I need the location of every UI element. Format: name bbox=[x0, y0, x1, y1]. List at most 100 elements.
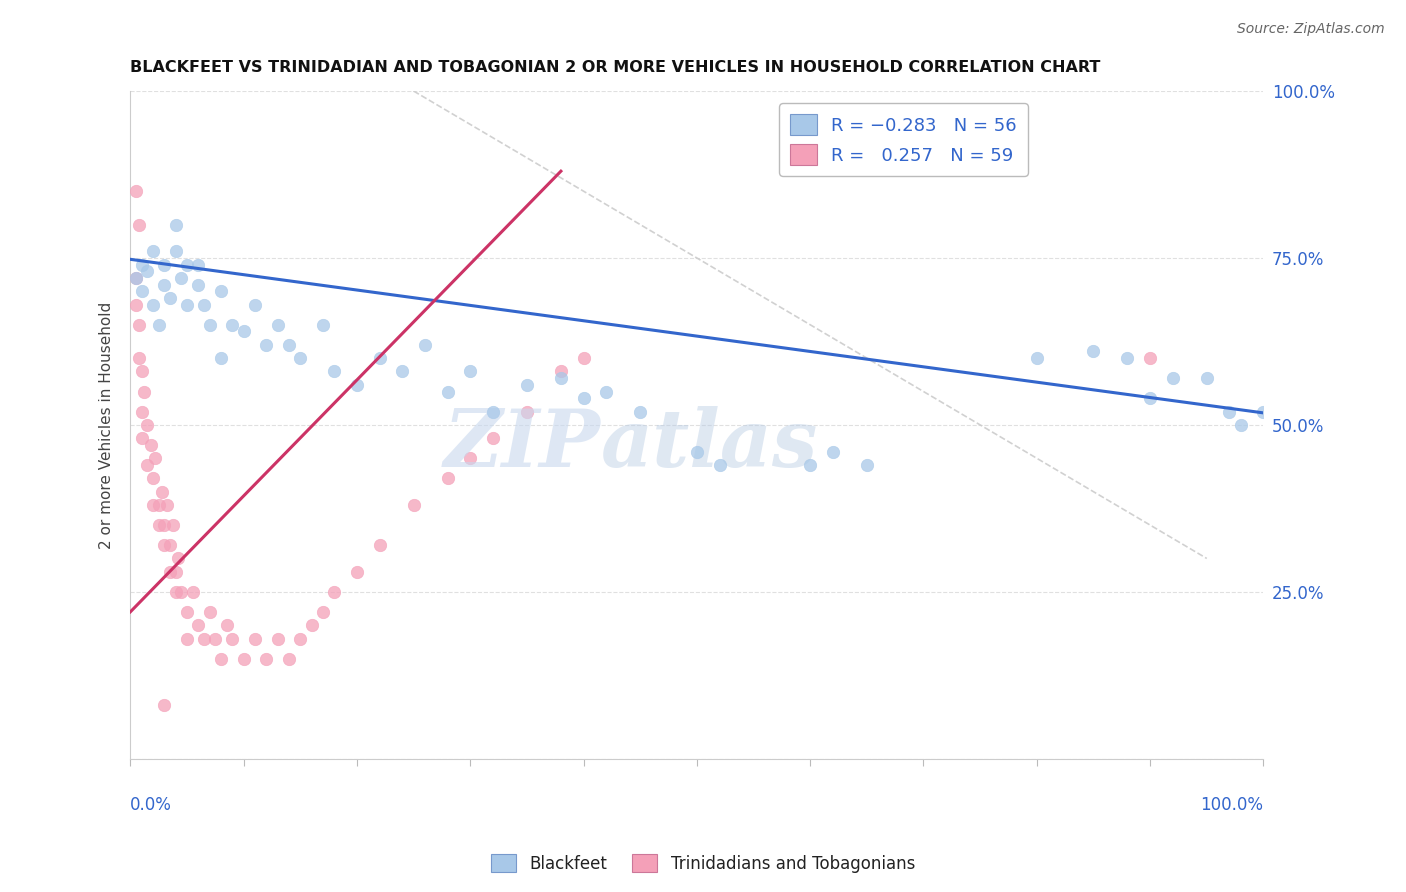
Point bbox=[131, 285, 153, 299]
Point bbox=[221, 632, 243, 646]
Point bbox=[391, 364, 413, 378]
Point bbox=[125, 271, 148, 285]
Point bbox=[550, 371, 572, 385]
Point bbox=[155, 498, 177, 512]
Point bbox=[159, 291, 181, 305]
Point bbox=[436, 384, 458, 399]
Point bbox=[232, 325, 254, 339]
Point bbox=[413, 338, 436, 352]
Legend: Blackfeet, Trinidadians and Tobagonians: Blackfeet, Trinidadians and Tobagonians bbox=[485, 847, 921, 880]
Point bbox=[1253, 404, 1275, 418]
Point bbox=[595, 384, 617, 399]
Point bbox=[458, 364, 481, 378]
Point bbox=[153, 258, 176, 272]
Point bbox=[136, 264, 159, 278]
Point bbox=[215, 618, 238, 632]
Point bbox=[176, 258, 198, 272]
Point bbox=[131, 404, 153, 418]
Text: ZIP: ZIP bbox=[444, 406, 600, 483]
Point bbox=[482, 431, 505, 445]
Point bbox=[131, 258, 153, 272]
Point bbox=[516, 377, 538, 392]
Point bbox=[148, 498, 170, 512]
Point bbox=[142, 471, 165, 485]
Point bbox=[1139, 391, 1161, 405]
Point bbox=[709, 458, 731, 472]
Point bbox=[131, 431, 153, 445]
Point bbox=[290, 351, 312, 366]
Point bbox=[142, 498, 165, 512]
Point bbox=[1025, 351, 1047, 366]
Point bbox=[254, 338, 277, 352]
Point bbox=[243, 632, 266, 646]
Point bbox=[436, 471, 458, 485]
Point bbox=[346, 565, 368, 579]
Point bbox=[856, 458, 879, 472]
Point bbox=[686, 444, 709, 458]
Point bbox=[346, 377, 368, 392]
Point bbox=[312, 318, 335, 332]
Point bbox=[278, 651, 301, 665]
Point bbox=[142, 298, 165, 312]
Point bbox=[165, 585, 187, 599]
Point bbox=[187, 277, 209, 292]
Point bbox=[278, 338, 301, 352]
Point bbox=[482, 404, 505, 418]
Point bbox=[323, 364, 346, 378]
Point bbox=[799, 458, 821, 472]
Point bbox=[142, 244, 165, 259]
Point bbox=[165, 218, 187, 232]
Text: 100.0%: 100.0% bbox=[1201, 796, 1264, 814]
Point bbox=[139, 438, 162, 452]
Point bbox=[516, 404, 538, 418]
Point bbox=[167, 551, 190, 566]
Point bbox=[176, 605, 198, 619]
Point bbox=[125, 184, 148, 198]
Point bbox=[628, 404, 651, 418]
Point bbox=[170, 271, 193, 285]
Point bbox=[1083, 344, 1105, 359]
Point bbox=[312, 605, 335, 619]
Point bbox=[1139, 351, 1161, 366]
Point bbox=[204, 632, 226, 646]
Point bbox=[132, 384, 155, 399]
Point bbox=[162, 518, 184, 533]
Point bbox=[165, 565, 187, 579]
Point bbox=[159, 565, 181, 579]
Point bbox=[821, 444, 844, 458]
Point bbox=[209, 351, 232, 366]
Text: BLACKFEET VS TRINIDADIAN AND TOBAGONIAN 2 OR MORE VEHICLES IN HOUSEHOLD CORRELAT: BLACKFEET VS TRINIDADIAN AND TOBAGONIAN … bbox=[131, 60, 1101, 75]
Point bbox=[153, 518, 176, 533]
Point bbox=[165, 244, 187, 259]
Point bbox=[254, 651, 277, 665]
Point bbox=[128, 218, 150, 232]
Point bbox=[131, 364, 153, 378]
Point bbox=[209, 651, 232, 665]
Point bbox=[176, 632, 198, 646]
Point bbox=[198, 318, 221, 332]
Point bbox=[125, 271, 148, 285]
Point bbox=[153, 277, 176, 292]
Point bbox=[402, 498, 425, 512]
Point bbox=[209, 285, 232, 299]
Point bbox=[550, 364, 572, 378]
Point bbox=[181, 585, 204, 599]
Point bbox=[176, 298, 198, 312]
Point bbox=[153, 698, 176, 713]
Legend: R = −0.283   N = 56, R =   0.257   N = 59: R = −0.283 N = 56, R = 0.257 N = 59 bbox=[779, 103, 1028, 176]
Point bbox=[458, 451, 481, 466]
Point bbox=[159, 538, 181, 552]
Point bbox=[1116, 351, 1139, 366]
Point bbox=[301, 618, 323, 632]
Point bbox=[221, 318, 243, 332]
Point bbox=[572, 351, 595, 366]
Point bbox=[266, 318, 288, 332]
Point bbox=[148, 518, 170, 533]
Point bbox=[1218, 404, 1240, 418]
Text: atlas: atlas bbox=[600, 406, 818, 483]
Point bbox=[128, 351, 150, 366]
Point bbox=[148, 318, 170, 332]
Point bbox=[128, 318, 150, 332]
Point bbox=[193, 632, 215, 646]
Point bbox=[193, 298, 215, 312]
